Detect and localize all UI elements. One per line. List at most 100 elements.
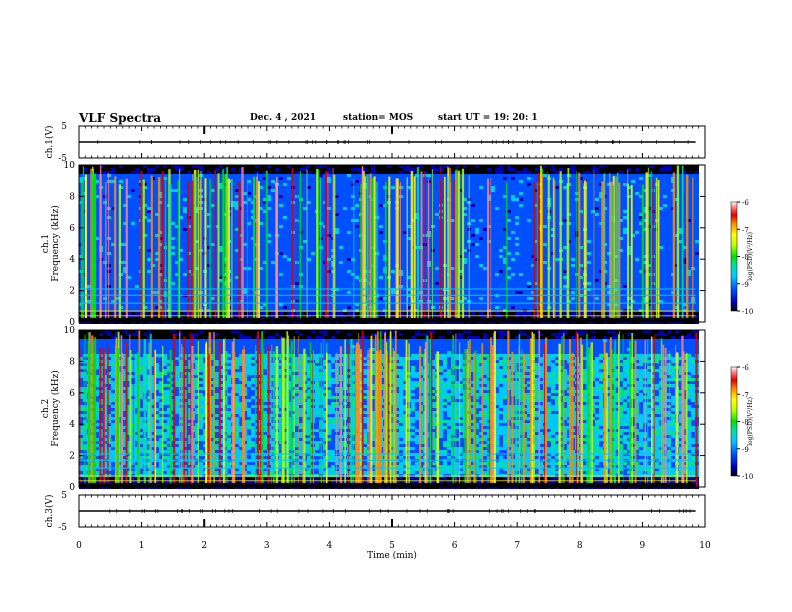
spectrogram-cell bbox=[111, 207, 115, 210]
spectrogram-cell bbox=[251, 189, 255, 192]
spectrogram-cell bbox=[595, 171, 599, 174]
spectrogram-cell bbox=[663, 165, 667, 168]
spectrogram-cell bbox=[379, 222, 383, 225]
spectrogram-cell bbox=[579, 174, 583, 177]
spectrogram-cell bbox=[263, 201, 267, 204]
spectrogram-cell bbox=[95, 249, 99, 252]
spectrogram-cell bbox=[287, 228, 291, 231]
spectrogram-cell bbox=[235, 168, 239, 171]
spectrogram-cell bbox=[115, 252, 119, 255]
spectrogram-cell bbox=[515, 189, 519, 192]
spectrogram-cell bbox=[339, 177, 343, 180]
spectrogram-cell bbox=[479, 213, 483, 216]
spectrogram-cell bbox=[179, 198, 183, 201]
spectrogram-cell bbox=[435, 177, 439, 180]
spectrogram-cell bbox=[195, 168, 199, 171]
spectrogram-cell bbox=[523, 222, 527, 225]
spectrogram-cell bbox=[503, 210, 507, 213]
spectrogram-cell bbox=[231, 207, 235, 210]
spectrogram-cell bbox=[135, 210, 139, 213]
spectrogram-cell bbox=[459, 243, 463, 246]
spectrogram-cell bbox=[515, 198, 519, 201]
spectrogram-cell bbox=[399, 225, 403, 228]
spectrogram-cell bbox=[627, 198, 631, 201]
spectrogram-cell bbox=[243, 204, 247, 207]
spectrogram-cell bbox=[171, 198, 175, 201]
spectrogram-cell bbox=[527, 249, 531, 252]
spectrogram-cell bbox=[347, 213, 351, 216]
spectrogram-cell bbox=[459, 171, 463, 174]
spectrogram-cell bbox=[279, 198, 283, 201]
spectrogram-cell bbox=[491, 246, 495, 249]
spectrogram-cell bbox=[319, 225, 323, 228]
spectrogram-cell bbox=[555, 183, 559, 186]
spectrogram-cell bbox=[379, 210, 383, 213]
spectrogram-cell bbox=[111, 225, 115, 228]
spectrogram-cell bbox=[599, 204, 603, 207]
spectrogram-cell bbox=[479, 204, 483, 207]
spectrogram-cell bbox=[687, 204, 691, 207]
spectrogram-cell bbox=[263, 228, 267, 231]
spectrogram-cell bbox=[151, 210, 155, 213]
spectrogram-cell bbox=[435, 222, 439, 225]
spectrogram-cell bbox=[379, 207, 383, 210]
spectrogram-cell bbox=[579, 186, 583, 189]
spectrogram-cell bbox=[531, 222, 535, 225]
spectrogram-cell bbox=[687, 165, 691, 168]
spectrogram-cell bbox=[203, 168, 207, 171]
spectrogram-cell bbox=[391, 174, 395, 177]
spectrogram-cell bbox=[595, 219, 599, 222]
spectrogram-cell bbox=[543, 177, 547, 180]
spectrogram-cell bbox=[495, 234, 499, 237]
spectrogram-cell bbox=[531, 234, 535, 237]
spectrogram-cell bbox=[259, 195, 263, 198]
spectrogram-cell bbox=[179, 234, 183, 237]
spectrogram-cell bbox=[155, 189, 159, 192]
spectrogram-cell bbox=[463, 252, 467, 255]
spectrogram-cell bbox=[195, 198, 199, 201]
spectrogram-cell bbox=[511, 243, 515, 246]
spectrogram-cell bbox=[563, 177, 567, 180]
spectrogram-cell bbox=[687, 252, 691, 255]
spectrogram-cell bbox=[519, 180, 523, 183]
spectrogram-cell bbox=[211, 222, 215, 225]
spectrogram-cell bbox=[211, 234, 215, 237]
spectrogram-cell bbox=[407, 204, 411, 207]
spectrogram-cell bbox=[451, 231, 455, 234]
spectrogram-cell bbox=[107, 168, 111, 171]
spectrogram-cell bbox=[163, 174, 167, 177]
spectrogram-cell bbox=[151, 192, 155, 195]
spectrogram-cell bbox=[327, 201, 331, 204]
spectrogram-cell bbox=[171, 180, 175, 183]
spectrogram-cell bbox=[251, 210, 255, 213]
spectrogram-cell bbox=[335, 174, 339, 177]
spectrogram-cell bbox=[279, 240, 283, 243]
spectrogram-cell bbox=[103, 171, 107, 174]
spectrogram-cell bbox=[111, 177, 115, 180]
spectrogram-cell bbox=[327, 237, 331, 240]
spectrogram-cell bbox=[355, 171, 359, 174]
spectrogram-cell bbox=[631, 186, 635, 189]
spectrogram-cell bbox=[351, 234, 355, 237]
spectrogram-cell bbox=[519, 192, 523, 195]
spectrogram-cell bbox=[283, 186, 287, 189]
spectrogram-cell bbox=[607, 192, 611, 195]
spectrogram-cell bbox=[127, 249, 131, 252]
spectrogram-cell bbox=[499, 186, 503, 189]
spectrogram-cell bbox=[347, 222, 351, 225]
spectrogram-cell bbox=[379, 189, 383, 192]
spectrogram-cell bbox=[239, 237, 243, 240]
spectrogram-cell bbox=[579, 243, 583, 246]
spectrogram-cell bbox=[311, 174, 315, 177]
spectrogram-cell bbox=[503, 192, 507, 195]
spectrogram-cell bbox=[235, 165, 239, 168]
spectrogram-cell bbox=[667, 177, 671, 180]
spectrogram-cell bbox=[695, 225, 699, 228]
spectrogram-cell bbox=[211, 210, 215, 213]
spectrogram-cell bbox=[679, 222, 683, 225]
spectrogram-cell bbox=[207, 216, 211, 219]
spectrogram-cell bbox=[687, 246, 691, 249]
spectrogram-cell bbox=[643, 171, 647, 174]
spectrogram-cell bbox=[519, 219, 523, 222]
spectrogram-cell bbox=[259, 210, 263, 213]
